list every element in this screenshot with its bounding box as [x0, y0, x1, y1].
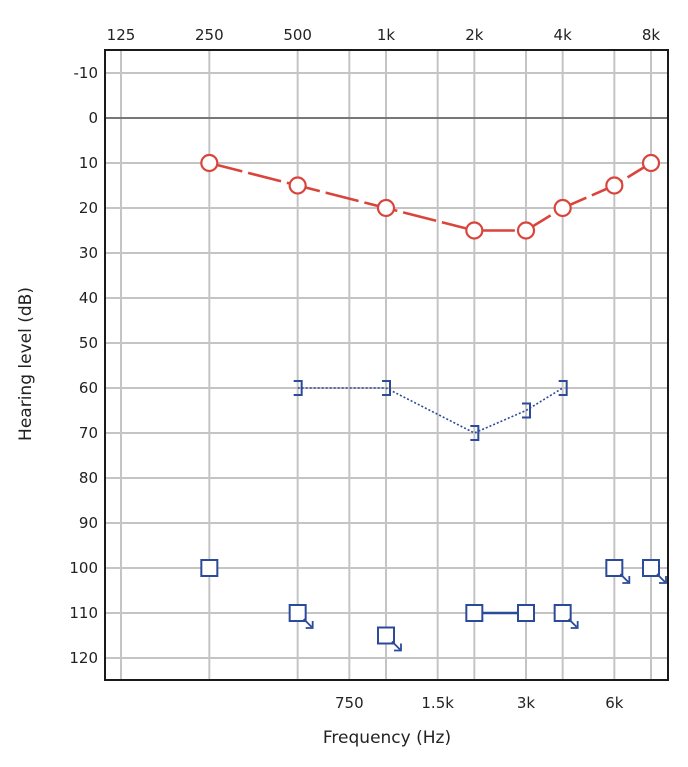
y-tick-label: 120 [69, 649, 98, 667]
y-tick-label: 100 [69, 559, 98, 577]
y-tick-label: 30 [79, 244, 98, 262]
y-tick-label: 90 [79, 514, 98, 532]
no-response-arrowhead [659, 576, 667, 584]
no-response-arrowhead [622, 576, 631, 584]
no-response-arrowhead [394, 643, 402, 652]
series-line [297, 387, 564, 434]
no-response-arrowhead [305, 621, 314, 629]
data-point-circle [288, 176, 307, 195]
data-point-circle [465, 221, 484, 240]
x-tick-label-top: 8k [642, 26, 661, 44]
y-tick-label: 10 [79, 154, 98, 172]
no-response-arrow [391, 640, 401, 651]
x-tick-label-bottom: 3k [517, 694, 536, 712]
x-tick-label-top: 500 [283, 26, 312, 44]
x-axis-title: Frequency (Hz) [323, 728, 451, 748]
no-response-arrow [303, 618, 313, 628]
data-point-bracket [522, 402, 532, 419]
no-response-arrowhead [570, 621, 579, 629]
data-point-bracket [293, 380, 303, 396]
data-point-square [553, 604, 572, 622]
series-square-no-response [553, 559, 667, 629]
y-tick-label: -10 [74, 64, 99, 82]
x-tick-label-bottom: 750 [335, 694, 364, 712]
data-point-square [200, 559, 219, 577]
data-point-square [642, 559, 660, 577]
y-tick-label: 80 [79, 469, 98, 487]
grid [105, 50, 668, 680]
series-square [465, 604, 536, 622]
x-tick-label-top: 2k [465, 26, 484, 44]
data-point-circle [516, 221, 536, 240]
data-point-square [605, 559, 624, 577]
data-point-square [288, 604, 307, 622]
series-square [200, 559, 219, 577]
x-tick-label-top: 125 [107, 26, 136, 44]
data-point-bracket [558, 380, 568, 396]
y-tick-label: 110 [69, 604, 98, 622]
data-point-circle [605, 176, 624, 195]
data-point-bracket [470, 425, 480, 441]
series-right-bracket [293, 380, 568, 441]
y-tick-label: 60 [79, 379, 98, 397]
x-tick-label-bottom: 6k [605, 694, 624, 712]
y-tick-label: 40 [79, 289, 98, 307]
y-tick-label: 70 [79, 424, 98, 442]
series-circle [200, 153, 661, 240]
data-point-bracket [382, 380, 391, 396]
series-line [209, 161, 652, 232]
plot-frame [104, 49, 669, 681]
data-point-circle [553, 198, 572, 218]
x-tick-label-top: 250 [195, 26, 224, 44]
y-tick-label: 20 [79, 199, 98, 217]
no-response-arrow [568, 618, 578, 628]
no-response-arrow [619, 573, 629, 583]
y-tick-label: 50 [79, 334, 98, 352]
data-point-square [377, 626, 395, 645]
tick-labels: 125 250 500 1k 2k 4k 8k 750 1.5k 3k 6k -10 0 10 20 30 40… [69, 26, 660, 712]
data-point-circle [641, 153, 661, 173]
series-square-no-response [288, 604, 402, 652]
y-axis-title: Hearing level (dB) [16, 287, 36, 441]
data-point-circle [376, 198, 396, 218]
data-point-square [465, 604, 484, 622]
no-response-arrow [656, 573, 666, 583]
x-tick-label-top: 4k [554, 26, 573, 44]
data-point-circle [200, 153, 219, 173]
x-tick-label-bottom: 1.5k [421, 694, 454, 712]
x-tick-label-top: 1k [377, 26, 396, 44]
data-point-square [517, 604, 536, 622]
series-layer [200, 153, 667, 652]
y-tick-label: 0 [88, 109, 98, 127]
